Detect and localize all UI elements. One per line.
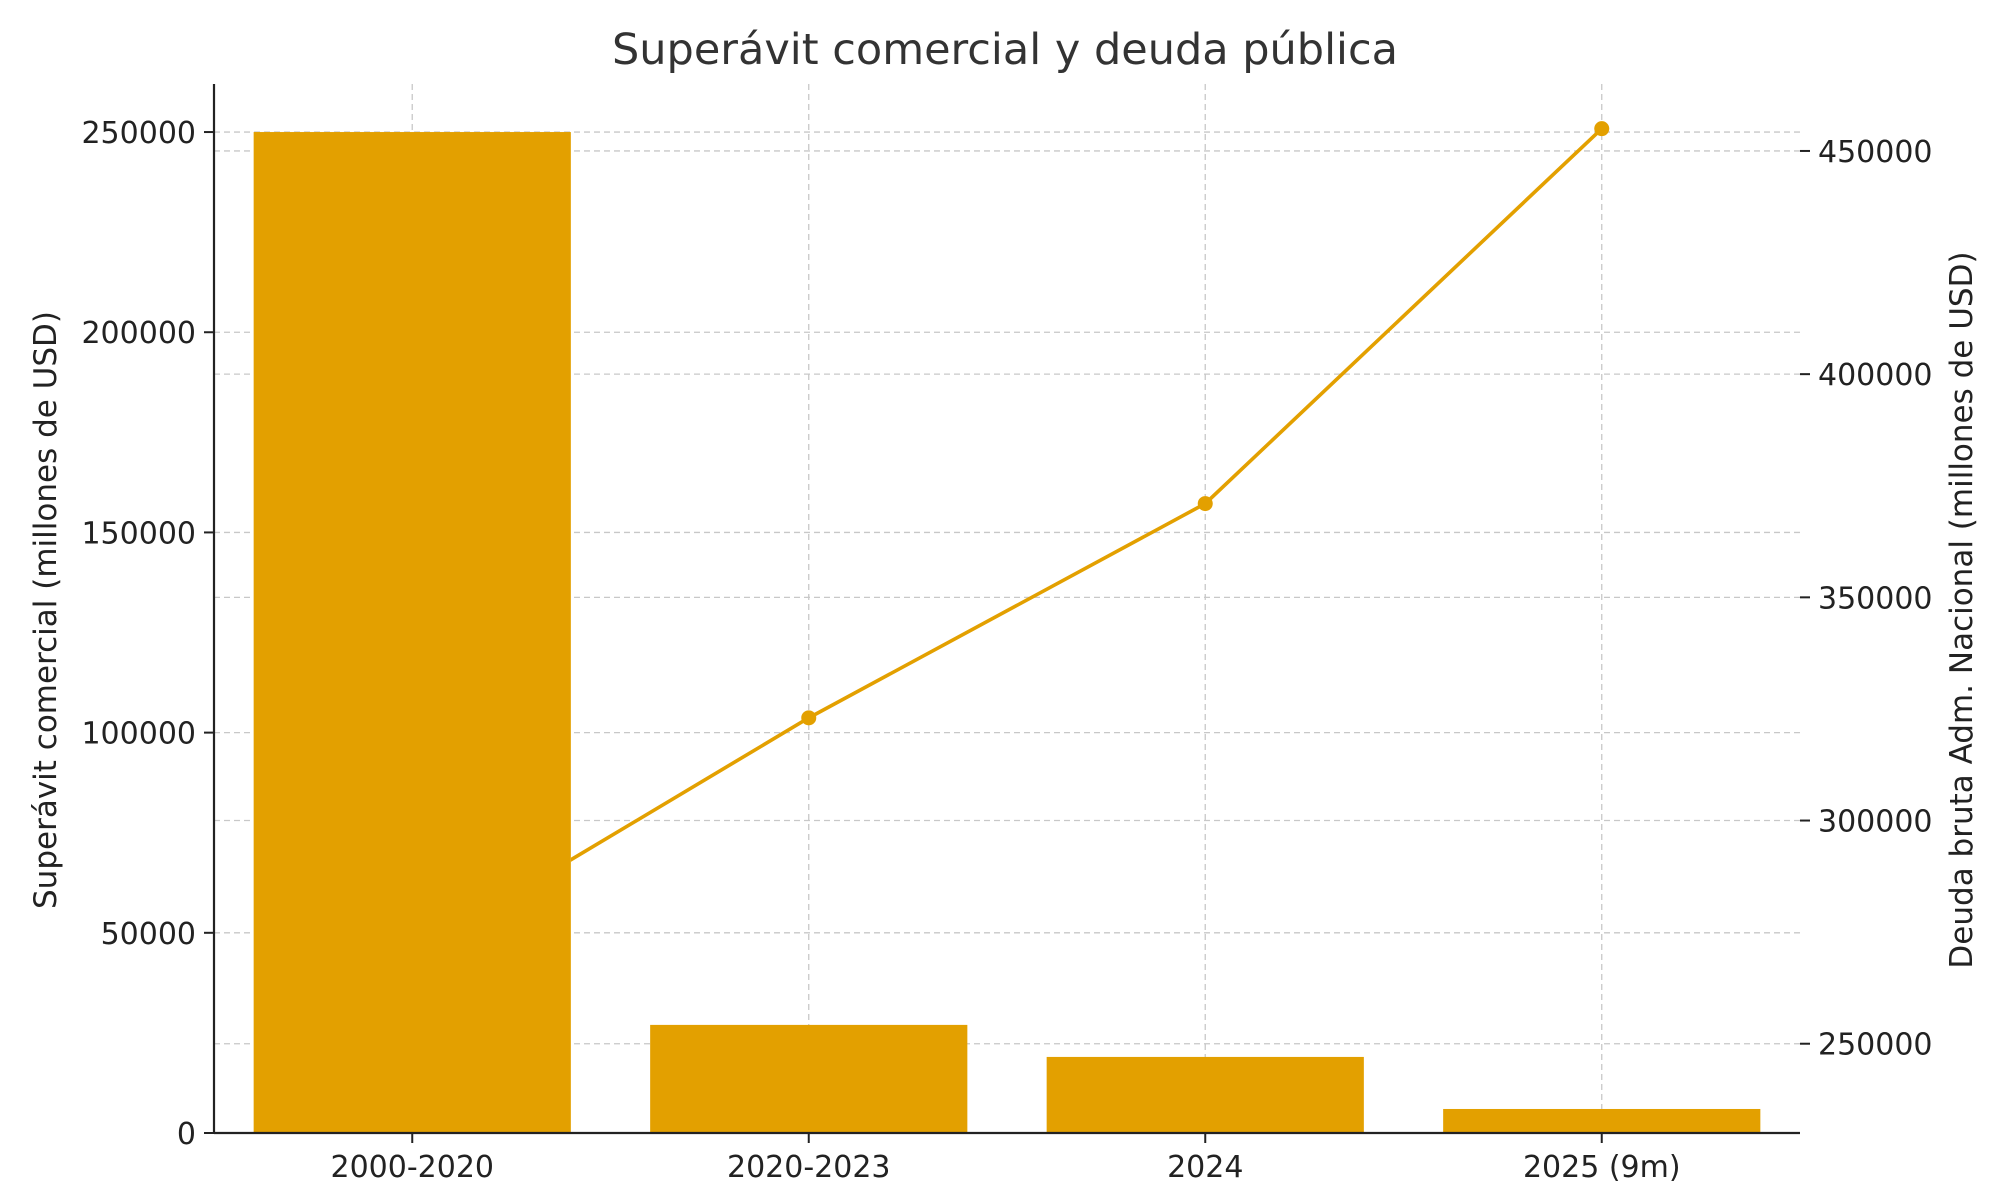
y-tick-label: 50000 [101, 917, 196, 952]
bar-2024 [1046, 1056, 1364, 1133]
x-tick-label: 2025 (9m) [1523, 1150, 1681, 1185]
y-tick-label: 200000 [81, 316, 196, 351]
bar-2000-2020 [253, 132, 571, 1134]
debt-point-2024 [1197, 496, 1213, 512]
y2-tick-label: 300000 [1818, 805, 1933, 840]
x-tick-label: 2024 [1167, 1150, 1243, 1185]
axes [212, 84, 1800, 1135]
y-axis-title: Superávit comercial (millones de USD) [28, 311, 64, 909]
chart-title: Superávit comercial y deuda pública [612, 25, 1398, 75]
y2-axis-title: Deuda bruta Adm. Nacional (millones de U… [1944, 251, 1980, 968]
debt-point-2025-9m [1594, 121, 1610, 137]
y-tick-label: 150000 [81, 516, 196, 551]
debt-line [570, 121, 1610, 862]
y-tick-label: 250000 [81, 116, 196, 151]
y-tick-label: 100000 [81, 717, 196, 752]
debt-point-2020-2023 [801, 710, 817, 726]
bar-2020-2023 [650, 1024, 968, 1133]
y-tick-label: 0 [177, 1117, 196, 1152]
bar-2025-9m [1443, 1108, 1761, 1133]
x-tick-label: 2000-2020 [330, 1150, 494, 1185]
y2-tick-label: 350000 [1818, 581, 1933, 616]
y2-tick-label: 400000 [1818, 358, 1933, 393]
debt-line-path [570, 127, 1603, 862]
y2-tick-label: 450000 [1818, 135, 1933, 170]
tick-labels: 0 50000 100000 150000 200000 250000 250000 3000… [81, 116, 1932, 1185]
x-tick-label: 2020-2023 [727, 1150, 891, 1185]
bars [253, 132, 1761, 1134]
y2-tick-label: 250000 [1818, 1028, 1933, 1063]
